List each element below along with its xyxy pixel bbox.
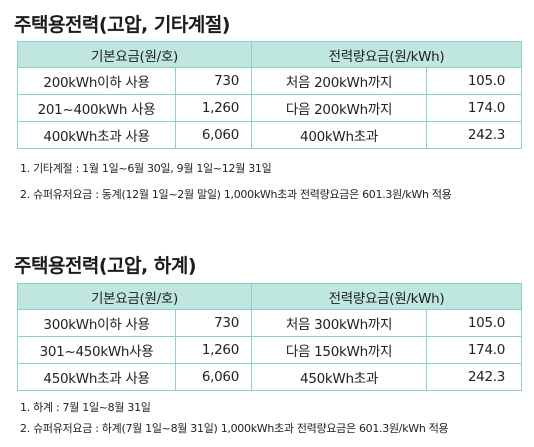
- energy-tier-value: 174.0: [425, 336, 523, 364]
- basic-tier-value: 6,060: [175, 121, 252, 149]
- energy-tier-value: 242.3: [425, 121, 523, 149]
- basic-tier-label: 450kWh초과 사용: [17, 363, 176, 391]
- basic-charge-header: 기본요금(원/호): [17, 283, 252, 310]
- energy-charge-header: 전력량요금(원/kWh): [250, 283, 523, 310]
- section1-note-season: 1. 기타계절 : 1월 1일~6월 30일, 9월 1일~12월 31일: [20, 162, 272, 175]
- energy-tier-value: 242.3: [425, 363, 523, 391]
- energy-tier-label: 450kWh초과: [251, 363, 427, 391]
- basic-charge-header: 기본요금(원/호): [17, 41, 252, 68]
- energy-tier-value: 105.0: [425, 67, 523, 95]
- basic-tier-label: 400kWh초과 사용: [17, 121, 176, 149]
- section2-title: 주택용전력(고압, 하계): [14, 255, 197, 277]
- basic-tier-value: 730: [175, 67, 252, 95]
- table-row: 300kWh이하 사용 730 처음 300kWh까지 105.0: [17, 309, 523, 337]
- basic-tier-label: 201~400kWh 사용: [17, 94, 176, 122]
- basic-tier-value: 730: [175, 309, 252, 337]
- basic-tier-label: 200kWh이하 사용: [17, 67, 176, 95]
- table-row: 301~450kWh사용 1,260 다음 150kWh까지 174.0: [17, 336, 523, 364]
- basic-tier-value: 6,060: [175, 363, 252, 391]
- energy-charge-header: 전력량요금(원/kWh): [250, 41, 523, 68]
- basic-tier-label: 301~450kWh사용: [17, 336, 176, 364]
- section2-rate-table: 기본요금(원/호) 전력량요금(원/kWh) 300kWh이하 사용 730 처…: [17, 283, 523, 391]
- basic-tier-value: 1,260: [175, 94, 252, 122]
- basic-tier-value: 1,260: [175, 336, 252, 364]
- section1-title: 주택용전력(고압, 기타계절): [14, 14, 230, 36]
- section1-note-superuser: 2. 슈퍼유저요금 : 동계(12월 1일~2월 말일) 1,000kWh초과 …: [20, 188, 452, 201]
- table-row: 450kWh초과 사용 6,060 450kWh초과 242.3: [17, 363, 523, 391]
- table-row: 200kWh이하 사용 730 처음 200kWh까지 105.0: [17, 67, 523, 95]
- energy-tier-label: 다음 200kWh까지: [251, 94, 427, 122]
- energy-tier-label: 다음 150kWh까지: [251, 336, 427, 364]
- table-row: 201~400kWh 사용 1,260 다음 200kWh까지 174.0: [17, 94, 523, 122]
- energy-tier-value: 105.0: [425, 309, 523, 337]
- section2-note-season: 1. 하계 : 7월 1일~8월 31일: [20, 401, 151, 414]
- table-row: 400kWh초과 사용 6,060 400kWh초과 242.3: [17, 121, 523, 149]
- basic-tier-label: 300kWh이하 사용: [17, 309, 176, 337]
- table-header-row: 기본요금(원/호) 전력량요금(원/kWh): [17, 41, 523, 68]
- energy-tier-label: 처음 300kWh까지: [251, 309, 427, 337]
- table-header-row: 기본요금(원/호) 전력량요금(원/kWh): [17, 283, 523, 310]
- energy-tier-value: 174.0: [425, 94, 523, 122]
- section2-note-superuser: 2. 슈퍼유저요금 : 하계(7월 1일~8월 31일) 1,000kWh초과 …: [20, 422, 449, 435]
- energy-tier-label: 처음 200kWh까지: [251, 67, 427, 95]
- section1-rate-table: 기본요금(원/호) 전력량요금(원/kWh) 200kWh이하 사용 730 처…: [17, 41, 523, 149]
- energy-tier-label: 400kWh초과: [251, 121, 427, 149]
